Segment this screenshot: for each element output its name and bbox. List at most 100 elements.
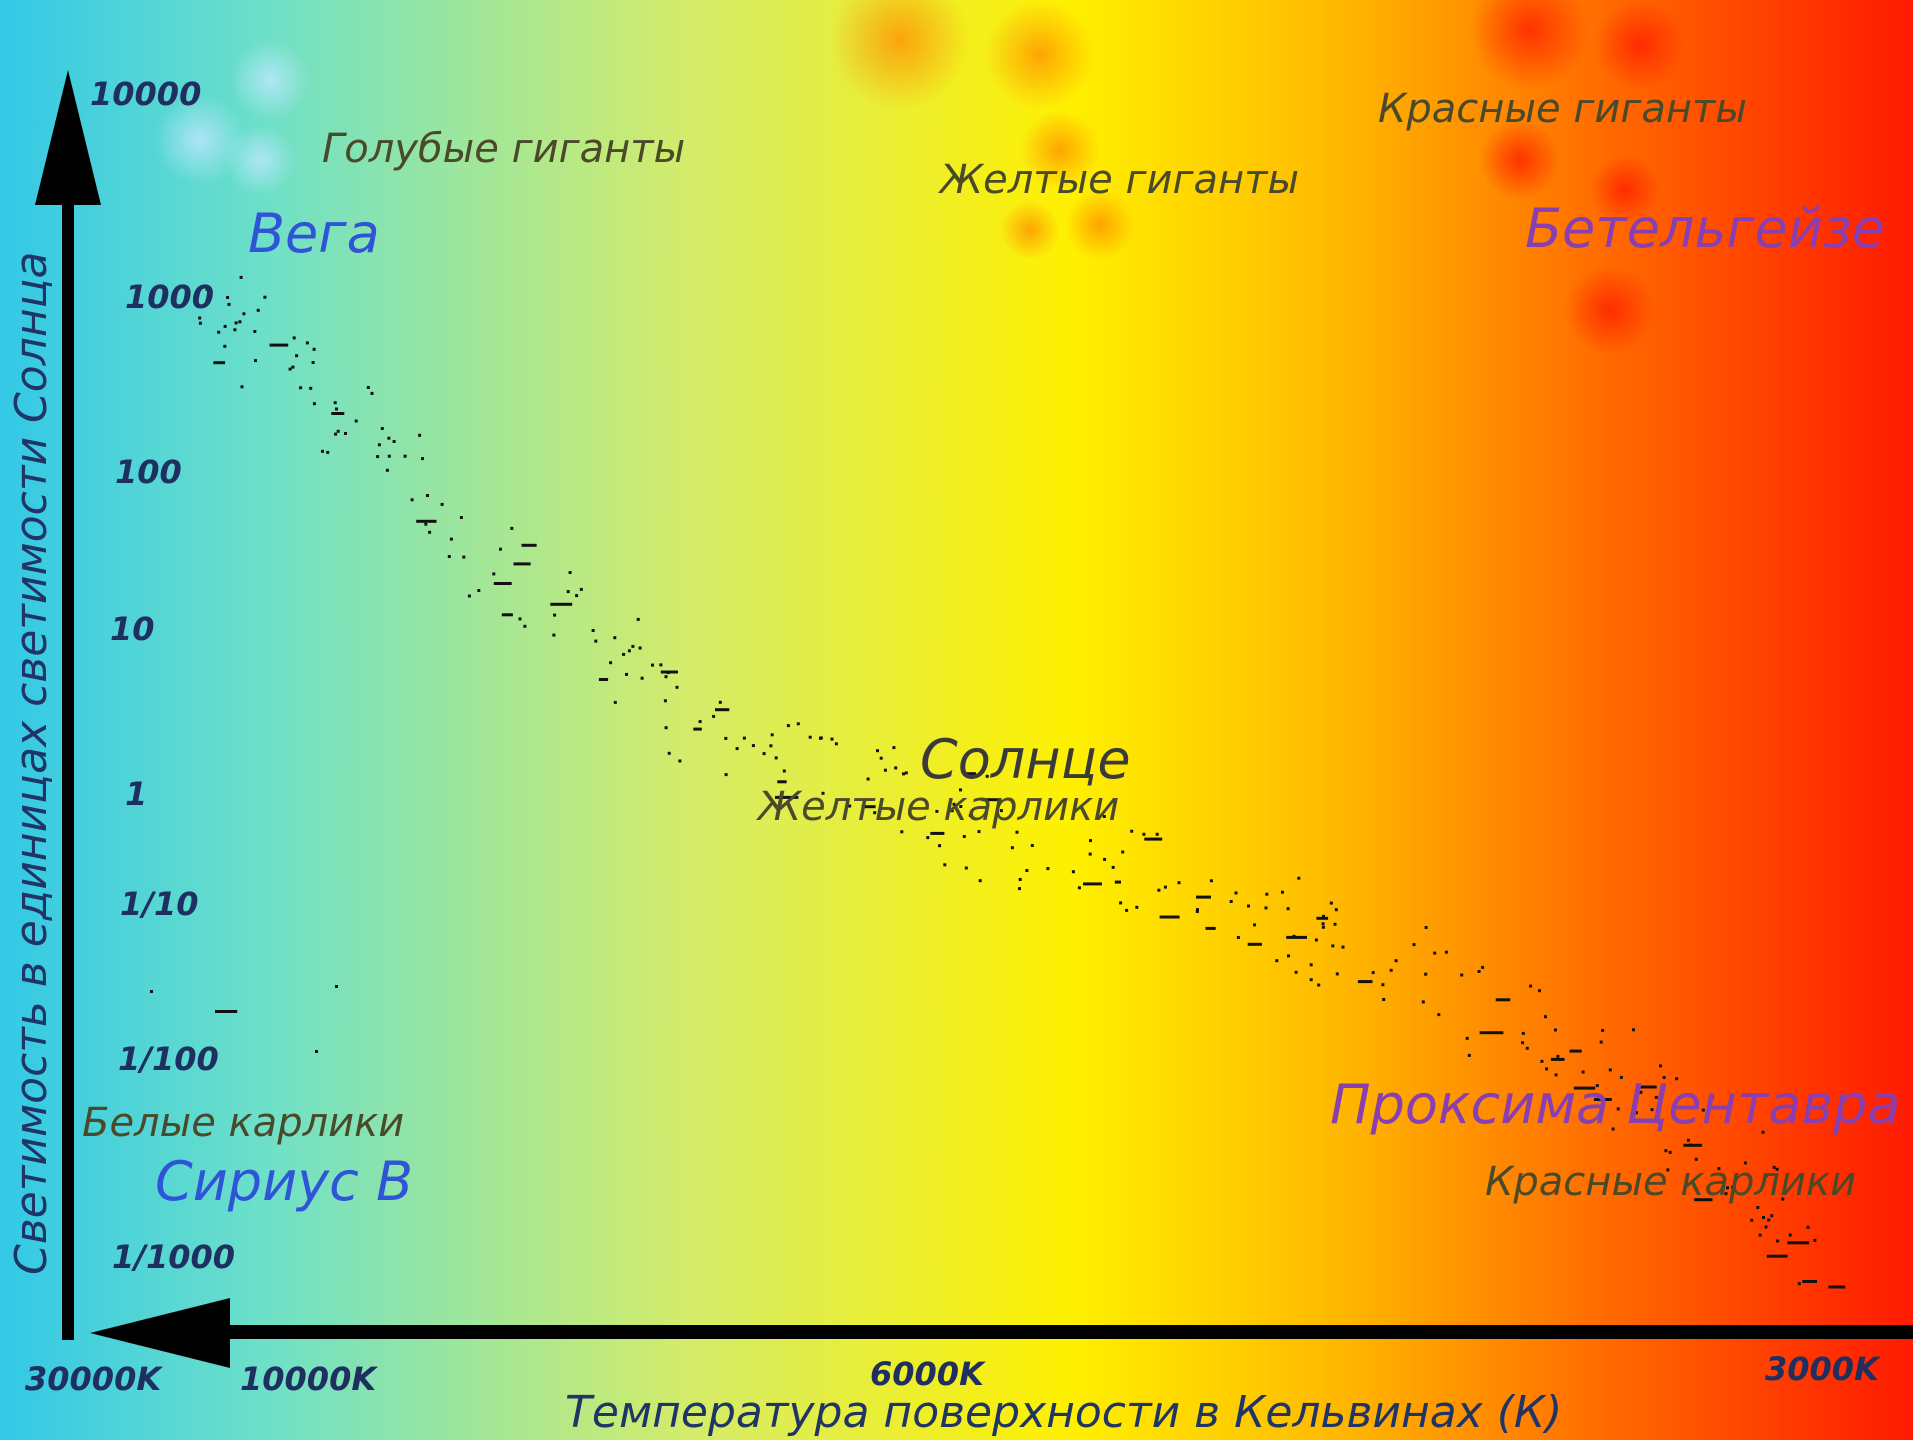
x-tick-label: 3000K [1765, 1350, 1881, 1388]
star-dot [962, 835, 966, 838]
star-dot [226, 296, 230, 299]
x-axis-line [180, 1325, 1913, 1339]
star-dot [1281, 890, 1284, 894]
star-dot [724, 736, 728, 740]
star-label-proxima: Проксима Центавра [1330, 1073, 1901, 1136]
star-dot [1286, 935, 1307, 939]
star-dot [985, 774, 989, 778]
star-dot [1495, 998, 1511, 1002]
star-dot [1196, 908, 1199, 912]
star-dot [622, 652, 626, 656]
y-tick-label: 10 [110, 610, 155, 648]
star-dot [354, 419, 358, 423]
star-dot [1761, 1130, 1765, 1134]
star-dot [1465, 1036, 1469, 1040]
star-dot [1659, 1064, 1662, 1068]
star-dot [1666, 1168, 1670, 1172]
star-dot [848, 804, 852, 808]
star-dot [1437, 1013, 1441, 1017]
star-dot [1247, 904, 1250, 908]
star-dot [462, 555, 466, 559]
star-dot [1788, 1233, 1792, 1237]
star-dot [892, 746, 896, 750]
star-dot [493, 582, 512, 585]
star-dot [239, 275, 243, 279]
star-dot [335, 985, 338, 988]
star-dot [999, 809, 1003, 813]
star-dot [392, 440, 396, 443]
star-dot [523, 624, 527, 628]
star-dot [1275, 959, 1279, 963]
star-dot [1088, 852, 1092, 856]
x-axis-arrowhead [90, 1298, 230, 1368]
star-dot [1717, 1167, 1721, 1171]
star-dot [782, 769, 786, 773]
star-dot [553, 613, 557, 617]
star-dot [309, 386, 313, 390]
star-dot [1694, 1157, 1698, 1161]
star-dot [1616, 1107, 1620, 1111]
star-dot [1776, 1239, 1780, 1243]
star-dot [467, 594, 471, 598]
star-dot [1030, 844, 1034, 847]
star-dot [786, 724, 790, 728]
star-dot [1787, 1241, 1810, 1245]
star-dot [426, 494, 429, 497]
y-axis-title: Светимость в единицах светимости Солнца [6, 252, 57, 1276]
star-dot [256, 308, 260, 312]
star-dot [959, 788, 962, 792]
star-dot [693, 727, 702, 731]
star-dot [1662, 1076, 1666, 1079]
star-dot [796, 722, 800, 726]
star-dot [1205, 926, 1216, 930]
blue-glow-blob [155, 95, 245, 185]
star-dot [625, 672, 628, 676]
star-dot [1196, 895, 1211, 899]
star-dot [377, 443, 381, 447]
star-dot [1357, 980, 1373, 984]
orange-glow-blob [985, 0, 1095, 110]
star-dot [1371, 971, 1375, 975]
blue-glow-blob [225, 125, 295, 195]
y-tick-label: 1/100 [118, 1040, 219, 1078]
star-dot [821, 791, 825, 795]
star-dot [891, 811, 895, 815]
star-dot [1209, 879, 1213, 883]
star-dot [1421, 1000, 1425, 1004]
star-dot [1750, 1218, 1754, 1222]
star-dot [1544, 1015, 1547, 1019]
star-dot [291, 365, 295, 369]
star-dot [1114, 880, 1121, 884]
star-dot [1650, 1108, 1654, 1112]
blue-glow-blob [230, 40, 310, 120]
star-dot [1521, 1031, 1525, 1035]
x-tick-labels: 30000K 10000K 6000K 3000K [25, 1350, 1881, 1398]
star-dot [1554, 1028, 1557, 1032]
y-axis-line [62, 160, 74, 1340]
star-dot [1766, 1254, 1788, 1258]
star-dot [675, 685, 679, 689]
star-dot [1538, 989, 1541, 993]
star-dot [1599, 1040, 1603, 1044]
star-dot [774, 756, 778, 760]
star-dot [1322, 914, 1325, 918]
star-dot [1071, 870, 1075, 874]
star-dot [198, 321, 202, 325]
y-tick-label: 1000 [125, 278, 214, 316]
x-tick-label: 30000K [25, 1360, 163, 1398]
star-dot [981, 798, 1002, 802]
star-dot [664, 726, 668, 730]
star-dot [1731, 1185, 1735, 1189]
star-dot [1664, 1149, 1668, 1153]
star-dot [1236, 936, 1240, 939]
star-dot [1764, 1225, 1768, 1229]
region-label-red-giants: Красные гиганты [1378, 86, 1747, 132]
star-dot [1264, 906, 1268, 910]
orange-glow-blob [1065, 190, 1135, 260]
star-label-betelgeuse: Бетельгейзе [1525, 197, 1885, 260]
star-dot [1764, 1173, 1768, 1177]
star-dot [1314, 938, 1318, 942]
red-glow-blob [1470, 0, 1590, 90]
star-dot [1668, 1150, 1672, 1154]
